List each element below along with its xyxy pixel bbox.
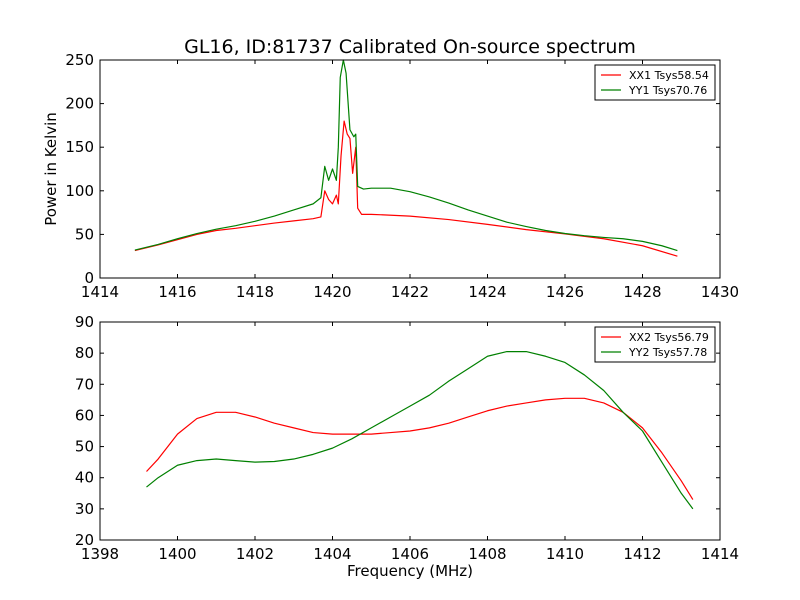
series-line-1-1 [146, 350, 694, 510]
series-line-1-0 [146, 397, 694, 500]
top-panel: 1414 1416 1418 1420 1422 1424 1426 1428 1430 0 50 1… [42, 51, 739, 301]
y-tick-label: 0 [84, 269, 94, 287]
y-tick-label: 80 [75, 344, 94, 362]
x-tick-label: 1418 [236, 283, 274, 301]
x-tick-label: 1408 [468, 545, 506, 563]
x-tick-label: 1426 [546, 283, 584, 301]
y-tick-label: 30 [75, 500, 94, 518]
x-tick-label: 1420 [313, 283, 351, 301]
x-tick-label: 1428 [623, 283, 661, 301]
y-axis-label: Power in Kelvin [42, 112, 60, 226]
bottom-panel: 1398 1400 1402 1404 1406 1408 1410 1412 1414 20 30… [75, 313, 739, 580]
x-tick-label: 1404 [313, 545, 351, 563]
x-tick-label: 1430 [701, 283, 739, 301]
legend-label: YY2 Tsys57.78 [628, 346, 707, 359]
series-line-0-0 [134, 120, 678, 257]
legend-label: XX1 Tsys58.54 [629, 69, 709, 82]
x-tick-label: 1414 [81, 283, 119, 301]
legend: XX1 Tsys58.54 YY1 Tsys70.76 [594, 64, 716, 101]
series-line-0-1 [134, 59, 678, 252]
x-tick-label: 1402 [236, 545, 274, 563]
y-tick-label: 50 [75, 438, 94, 456]
x-tick-label: 1400 [158, 545, 196, 563]
legend-label: XX2 Tsys56.79 [629, 331, 709, 344]
x-tick-label: 1414 [701, 545, 739, 563]
x-tick-label: 1398 [81, 545, 119, 563]
y-tick-label: 100 [65, 182, 94, 200]
x-axis-label: Frequency (MHz) [347, 562, 473, 580]
x-tick-label: 1422 [391, 283, 429, 301]
y-tick-label: 40 [75, 469, 94, 487]
legend: XX2 Tsys56.79 YY2 Tsys57.78 [594, 326, 716, 363]
x-tick-label: 1406 [391, 545, 429, 563]
y-tick-label: 60 [75, 406, 94, 424]
y-tick-label: 150 [65, 138, 94, 156]
x-tick-label: 1424 [468, 283, 506, 301]
legend-box [594, 326, 716, 363]
x-tick-label: 1410 [546, 545, 584, 563]
y-tick-label: 50 [75, 225, 94, 243]
y-tick-label: 90 [75, 313, 94, 331]
y-tick-label: 200 [65, 95, 94, 113]
y-tick-label: 70 [75, 375, 94, 393]
y-tick-label: 250 [65, 51, 94, 69]
chart-title: GL16, ID:81737 Calibrated On-source spec… [184, 36, 636, 58]
x-tick-label: 1412 [623, 545, 661, 563]
y-tick-label: 20 [75, 531, 94, 549]
legend-box [594, 64, 716, 101]
legend-label: YY1 Tsys70.76 [628, 84, 707, 97]
x-tick-label: 1416 [158, 283, 196, 301]
